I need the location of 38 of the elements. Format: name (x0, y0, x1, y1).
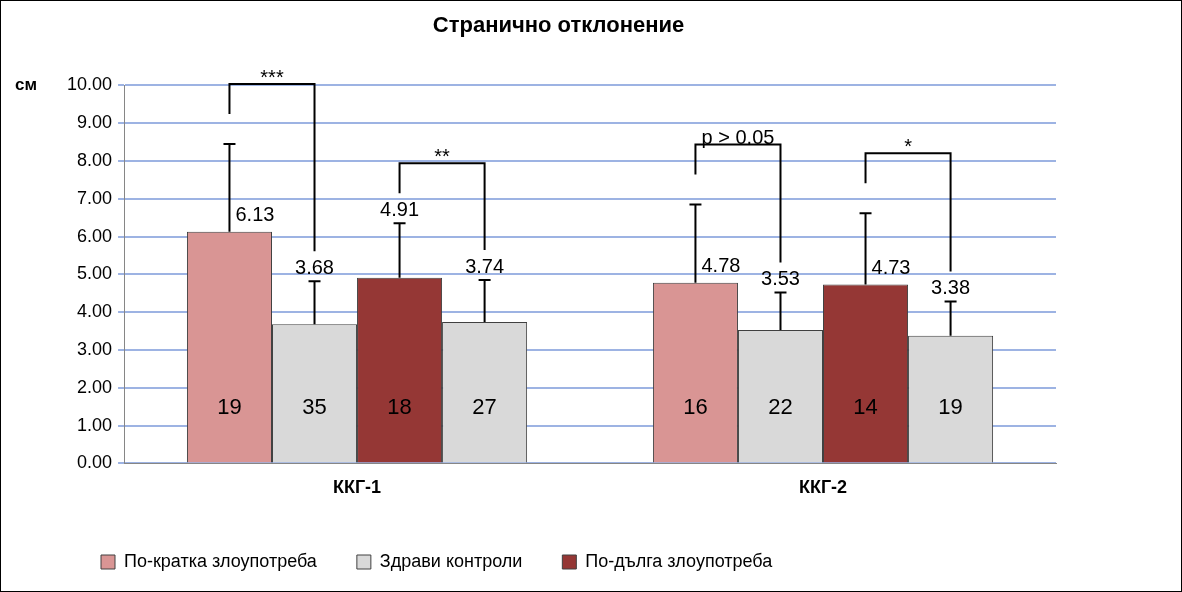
y-tick-label: 8.00 (77, 149, 113, 170)
annotation: ** (434, 144, 451, 167)
y-tick-label: 0.00 (77, 452, 113, 473)
annotation: 19 (217, 394, 242, 420)
data-label: 6.13 (235, 203, 275, 226)
y-tick-label: 6.00 (77, 225, 113, 246)
annotation: p > 0.05 (701, 125, 775, 148)
annotation: * (904, 134, 913, 157)
y-axis-title: см (15, 75, 38, 95)
y-tick-label: 4.00 (77, 301, 113, 322)
annotation: 27 (472, 394, 497, 420)
data-label: 3.38 (931, 276, 971, 299)
legend-label: По-кратка злоупотреба (124, 550, 318, 571)
chart-title: Странично отклонение (432, 12, 685, 38)
data-label: 4.73 (871, 256, 911, 279)
y-tick-label: 5.00 (77, 263, 113, 284)
y-tick-label: 3.00 (77, 338, 113, 359)
legend-label: Здрави контроли (379, 550, 523, 571)
annotation: 35 (302, 394, 327, 420)
y-tick-label: 2.00 (77, 376, 113, 397)
annotation: 16 (683, 394, 708, 420)
annotation: *** (260, 65, 284, 88)
legend-label: По-дълга злоупотреба (585, 550, 774, 571)
annotation: 19 (938, 394, 963, 420)
annotation: 18 (387, 394, 412, 420)
data-label: 3.74 (465, 254, 505, 277)
data-label: 4.91 (380, 197, 420, 220)
data-label: 4.78 (701, 254, 741, 277)
y-tick-label: 7.00 (77, 187, 113, 208)
annotation: 22 (768, 394, 793, 420)
y-tick-label: 1.00 (77, 414, 113, 435)
data-label: 3.53 (761, 267, 800, 290)
x-tick-label: ККГ-1 (332, 477, 382, 498)
annotation: 14 (853, 394, 878, 420)
y-tick-label: 10.00 (67, 74, 113, 95)
x-tick-label: ККГ-2 (798, 477, 848, 498)
y-tick-label: 9.00 (77, 112, 113, 133)
data-label: 3.68 (295, 255, 334, 278)
